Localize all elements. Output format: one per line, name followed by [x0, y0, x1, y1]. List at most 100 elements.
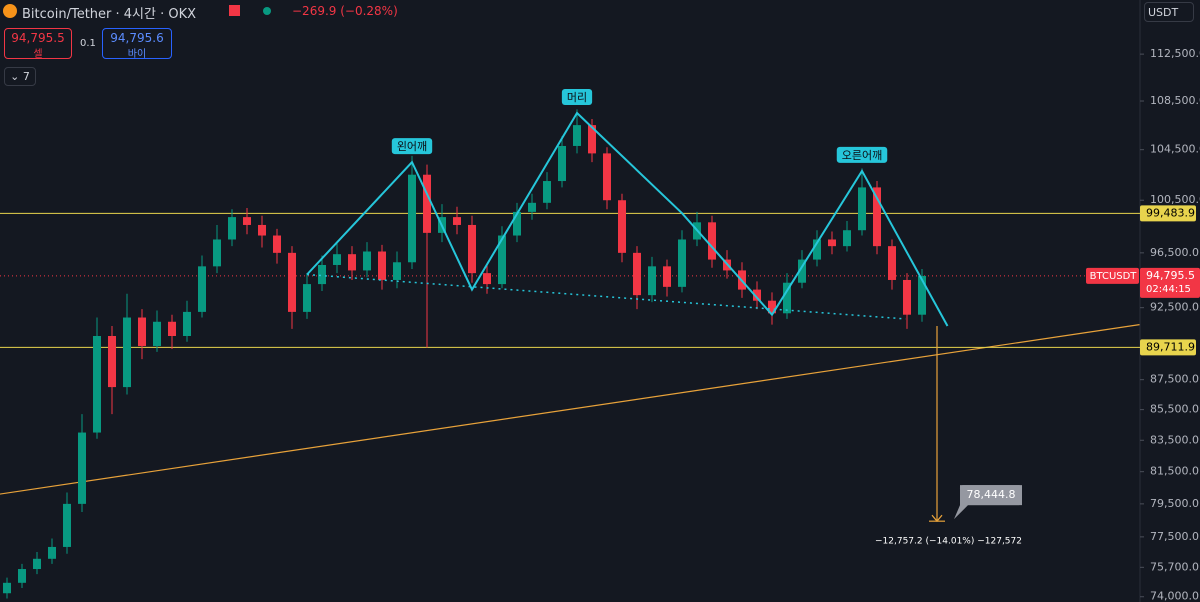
y-tick-label: 108,500.0 [1150, 94, 1200, 107]
quantity[interactable]: 0.1 [80, 38, 96, 49]
level-tag [1140, 205, 1196, 222]
candle-body [108, 335, 116, 388]
y-tick-label: 79,500.0 [1150, 497, 1199, 510]
pattern-label: 왼어깨 [397, 139, 427, 153]
candle-body [798, 259, 806, 283]
level-tag [1140, 339, 1196, 356]
symbol-title[interactable]: Bitcoin/Tether · 4시간 · OKX [22, 7, 197, 22]
pattern-label-box [561, 89, 593, 106]
candle-body [393, 262, 401, 280]
candle-body [603, 153, 611, 201]
candle-body [213, 239, 221, 267]
y-tick-label: 81,500.0 [1150, 465, 1199, 478]
sell-label: 셀 [33, 49, 43, 60]
buy-price: 94,795.6 [110, 31, 164, 45]
candle-body [18, 569, 26, 583]
candle-body [138, 317, 146, 347]
pattern-label: 오른어깨 [842, 149, 882, 162]
y-tick-label: 112,500.0 [1150, 47, 1200, 60]
candle-body [783, 282, 791, 314]
candle-body [513, 211, 521, 236]
candle-body [453, 217, 461, 225]
price-change: −269.9 (−0.28%) [292, 4, 398, 18]
candle-body [618, 200, 626, 253]
neckline [306, 273, 906, 320]
pattern-line [306, 111, 949, 327]
candle-body [663, 266, 671, 287]
trendline [0, 324, 1140, 495]
symbol-label: BTCUSDT [1090, 271, 1138, 282]
y-tick-label: 96,500.0 [1150, 246, 1199, 259]
candle-body [48, 546, 56, 559]
candle-body [258, 224, 266, 236]
candle-body [3, 582, 11, 594]
symbol-tag [1086, 267, 1139, 284]
callout-rect [960, 485, 1022, 506]
candle-body [678, 239, 686, 287]
currency-select[interactable]: USDT [1144, 2, 1194, 22]
countdown: 02:44:15 [1146, 284, 1191, 295]
y-tick-label: 77,500.0 [1150, 530, 1199, 543]
candle-body [768, 300, 776, 314]
candle-body [33, 558, 41, 570]
candle-body [813, 239, 821, 260]
pattern-label-box [391, 138, 433, 155]
candle-body [888, 246, 896, 280]
status-dot [263, 7, 271, 15]
y-tick-label: 92,500.0 [1150, 301, 1199, 314]
candle-body [828, 239, 836, 247]
candle-body [333, 254, 341, 265]
candle-body [243, 217, 251, 225]
sell-button[interactable]: 94,795.5 셀 [4, 28, 72, 60]
candle-body [303, 284, 311, 312]
sell-price: 94,795.5 [11, 31, 65, 45]
candle-body [288, 252, 296, 312]
candle-body [588, 125, 596, 154]
indicator-count: 7 [22, 70, 30, 83]
candle-body [483, 273, 491, 285]
pattern-label-box [836, 146, 888, 163]
candle-body [363, 251, 371, 271]
candle-body [93, 335, 101, 433]
candle-body [318, 264, 326, 285]
price-tag [1140, 267, 1200, 298]
y-tick-label: 85,500.0 [1150, 403, 1199, 416]
indicator-toggle[interactable]: ⌄ 7 [4, 67, 36, 86]
candle-body [633, 252, 641, 296]
candle-body [903, 279, 911, 315]
candle-body [183, 311, 191, 336]
candle-body [348, 254, 356, 271]
y-tick-label: 74,000.0 [1150, 590, 1199, 602]
candle-body [273, 235, 281, 253]
candle-body [498, 235, 506, 285]
candle-body [78, 432, 86, 504]
candle-body [198, 266, 206, 312]
candle-body [708, 222, 716, 260]
y-tick-label: 100,500.0 [1150, 193, 1200, 206]
candle-body [558, 145, 566, 182]
candle-body [123, 317, 131, 388]
price-axis [1140, 0, 1200, 602]
pattern-label: 머리 [567, 91, 587, 104]
y-tick-label: 83,500.0 [1150, 433, 1199, 446]
coin-icon [3, 4, 17, 18]
candle-body [468, 224, 476, 274]
level-label: 99,483.9 [1146, 206, 1195, 219]
candle-body [153, 321, 161, 347]
candle-body [408, 174, 416, 263]
candle-body [228, 217, 236, 240]
candle-body [378, 251, 386, 280]
candle-body [543, 181, 551, 203]
buy-button[interactable]: 94,795.6 바이 [102, 28, 172, 60]
callout-label: 78,444.8 [967, 488, 1016, 501]
flag-icon[interactable] [229, 5, 240, 16]
candle-body [423, 174, 431, 233]
price-label: 94,795.5 [1146, 269, 1195, 282]
candle-body [648, 266, 656, 296]
candle-body [63, 503, 71, 547]
candle-body [168, 321, 176, 336]
chevron: ⌄ [10, 70, 23, 83]
y-tick-label: 87,500.0 [1150, 373, 1199, 386]
